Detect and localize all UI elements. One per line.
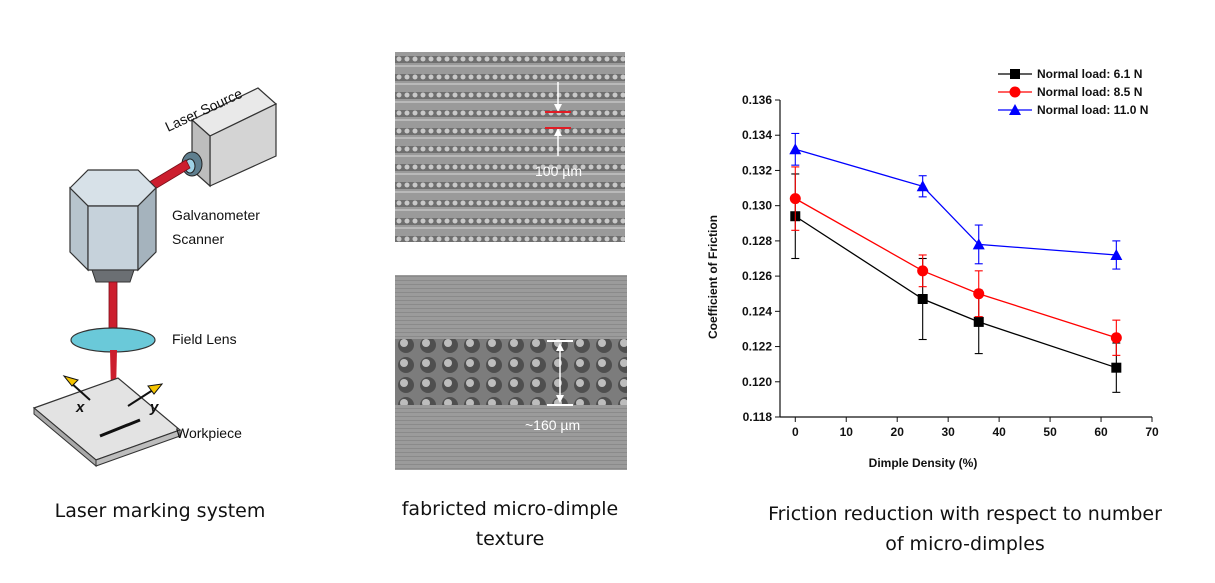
- data-point: [973, 316, 984, 327]
- caption-friction-line1: Friction reduction with respect to numbe…: [768, 503, 1162, 525]
- series-line: [795, 148, 1117, 256]
- caption-laser-system: Laser marking system: [54, 500, 266, 522]
- laser-system-diagram: Laser Source Galvanometer Scanner Field …: [20, 60, 320, 480]
- label-axis-y: y: [149, 399, 159, 416]
- micrograph-top: 100 µm: [395, 52, 625, 242]
- micrograph-top-svg: 100 µm: [395, 52, 625, 242]
- label-galvanometer-1: Galvanometer: [172, 207, 260, 223]
- x-tick-label: 60: [1094, 425, 1108, 439]
- chart-series-layer: [789, 132, 1123, 393]
- workpiece-plate: [32, 377, 182, 468]
- series-circle: [789, 166, 1122, 356]
- y-tick-label: 0.134: [742, 128, 772, 142]
- chart-axes: 0 10 20 30 40 50 60 70 0.118 0.120 0.122 0.124 0.126…: [742, 93, 1159, 439]
- y-tick-label: 0.128: [742, 234, 772, 248]
- scale-label-top: 100 µm: [535, 163, 582, 179]
- data-point: [972, 238, 985, 250]
- series-square: [790, 173, 1122, 393]
- label-axis-x: x: [75, 399, 85, 416]
- x-tick-label: 40: [992, 425, 1006, 439]
- data-point: [789, 143, 802, 155]
- label-workpiece: Workpiece: [176, 425, 242, 441]
- y-tick-label: 0.120: [742, 375, 772, 389]
- caption-friction-line2: of micro-dimples: [885, 533, 1045, 555]
- data-point: [973, 288, 985, 300]
- caption-friction: Friction reduction with respect to numbe…: [735, 499, 1195, 559]
- galvanometer-scanner: [69, 169, 157, 283]
- friction-chart: 0 10 20 30 40 50 60 70 0.118 0.120 0.122 0.124 0.126…: [700, 55, 1200, 475]
- laser-beam-vertical: [108, 281, 118, 333]
- x-tick-label: 30: [941, 425, 955, 439]
- x-tick-label: 70: [1145, 425, 1159, 439]
- laser-system-svg: Laser Source Galvanometer Scanner Field …: [32, 85, 278, 468]
- x-tick-label: 0: [792, 425, 799, 439]
- friction-chart-svg: 0 10 20 30 40 50 60 70 0.118 0.120 0.122 0.124 0.126…: [706, 67, 1159, 470]
- series-line: [794, 198, 1117, 339]
- series-triangle: [789, 132, 1123, 270]
- y-tick-label: 0.136: [742, 93, 772, 107]
- data-point: [916, 180, 929, 192]
- data-point: [1110, 248, 1123, 260]
- label-galvanometer-2: Scanner: [172, 231, 224, 247]
- x-tick-label: 10: [840, 425, 854, 439]
- micrograph-bottom-svg: ~160 µm: [395, 275, 627, 470]
- caption-micrographs-line1: fabricted micro-dimple: [401, 498, 619, 520]
- data-point: [917, 265, 929, 277]
- y-tick-label: 0.124: [742, 304, 772, 318]
- y-tick-label: 0.130: [742, 199, 772, 213]
- x-tick-label: 20: [891, 425, 905, 439]
- scale-label-bottom: ~160 µm: [525, 417, 580, 433]
- scale-bar-bottom: [547, 340, 573, 406]
- micrograph-bottom: ~160 µm: [395, 275, 627, 470]
- x-axis-arrow: [62, 375, 91, 401]
- y-axis-arrow: [127, 383, 164, 407]
- legend-marker: [1009, 104, 1021, 115]
- laser-source-box: [181, 87, 278, 188]
- legend-marker: [1010, 69, 1020, 79]
- x-tick-label: 50: [1043, 425, 1057, 439]
- scale-bar-top: [545, 82, 571, 156]
- chart-legend: Normal load: 6.1 N Normal load: 8.5 N Norm…: [998, 67, 1148, 117]
- series-line: [794, 215, 1117, 369]
- y-tick-label: 0.132: [742, 163, 772, 177]
- data-point: [1110, 332, 1122, 344]
- legend-marker: [1009, 86, 1021, 98]
- legend-label: Normal load: 8.5 N: [1037, 85, 1142, 99]
- y-tick-label: 0.118: [743, 410, 773, 424]
- legend-label: Normal load: 6.1 N: [1037, 67, 1142, 81]
- label-field-lens: Field Lens: [172, 331, 237, 347]
- caption-micrographs: fabricted micro-dimple texture: [380, 494, 640, 554]
- data-point: [1111, 362, 1122, 373]
- y-axis-label: Coefficient of Friction: [706, 215, 720, 339]
- x-axis-label: Dimple Density (%): [869, 456, 978, 470]
- data-point: [789, 193, 801, 205]
- data-point: [917, 294, 928, 305]
- legend-label: Normal load: 11.0 N: [1037, 103, 1148, 117]
- caption-micrographs-line2: texture: [475, 528, 545, 550]
- y-tick-label: 0.126: [742, 269, 772, 283]
- y-tick-label: 0.122: [742, 340, 772, 354]
- field-lens: [70, 327, 156, 353]
